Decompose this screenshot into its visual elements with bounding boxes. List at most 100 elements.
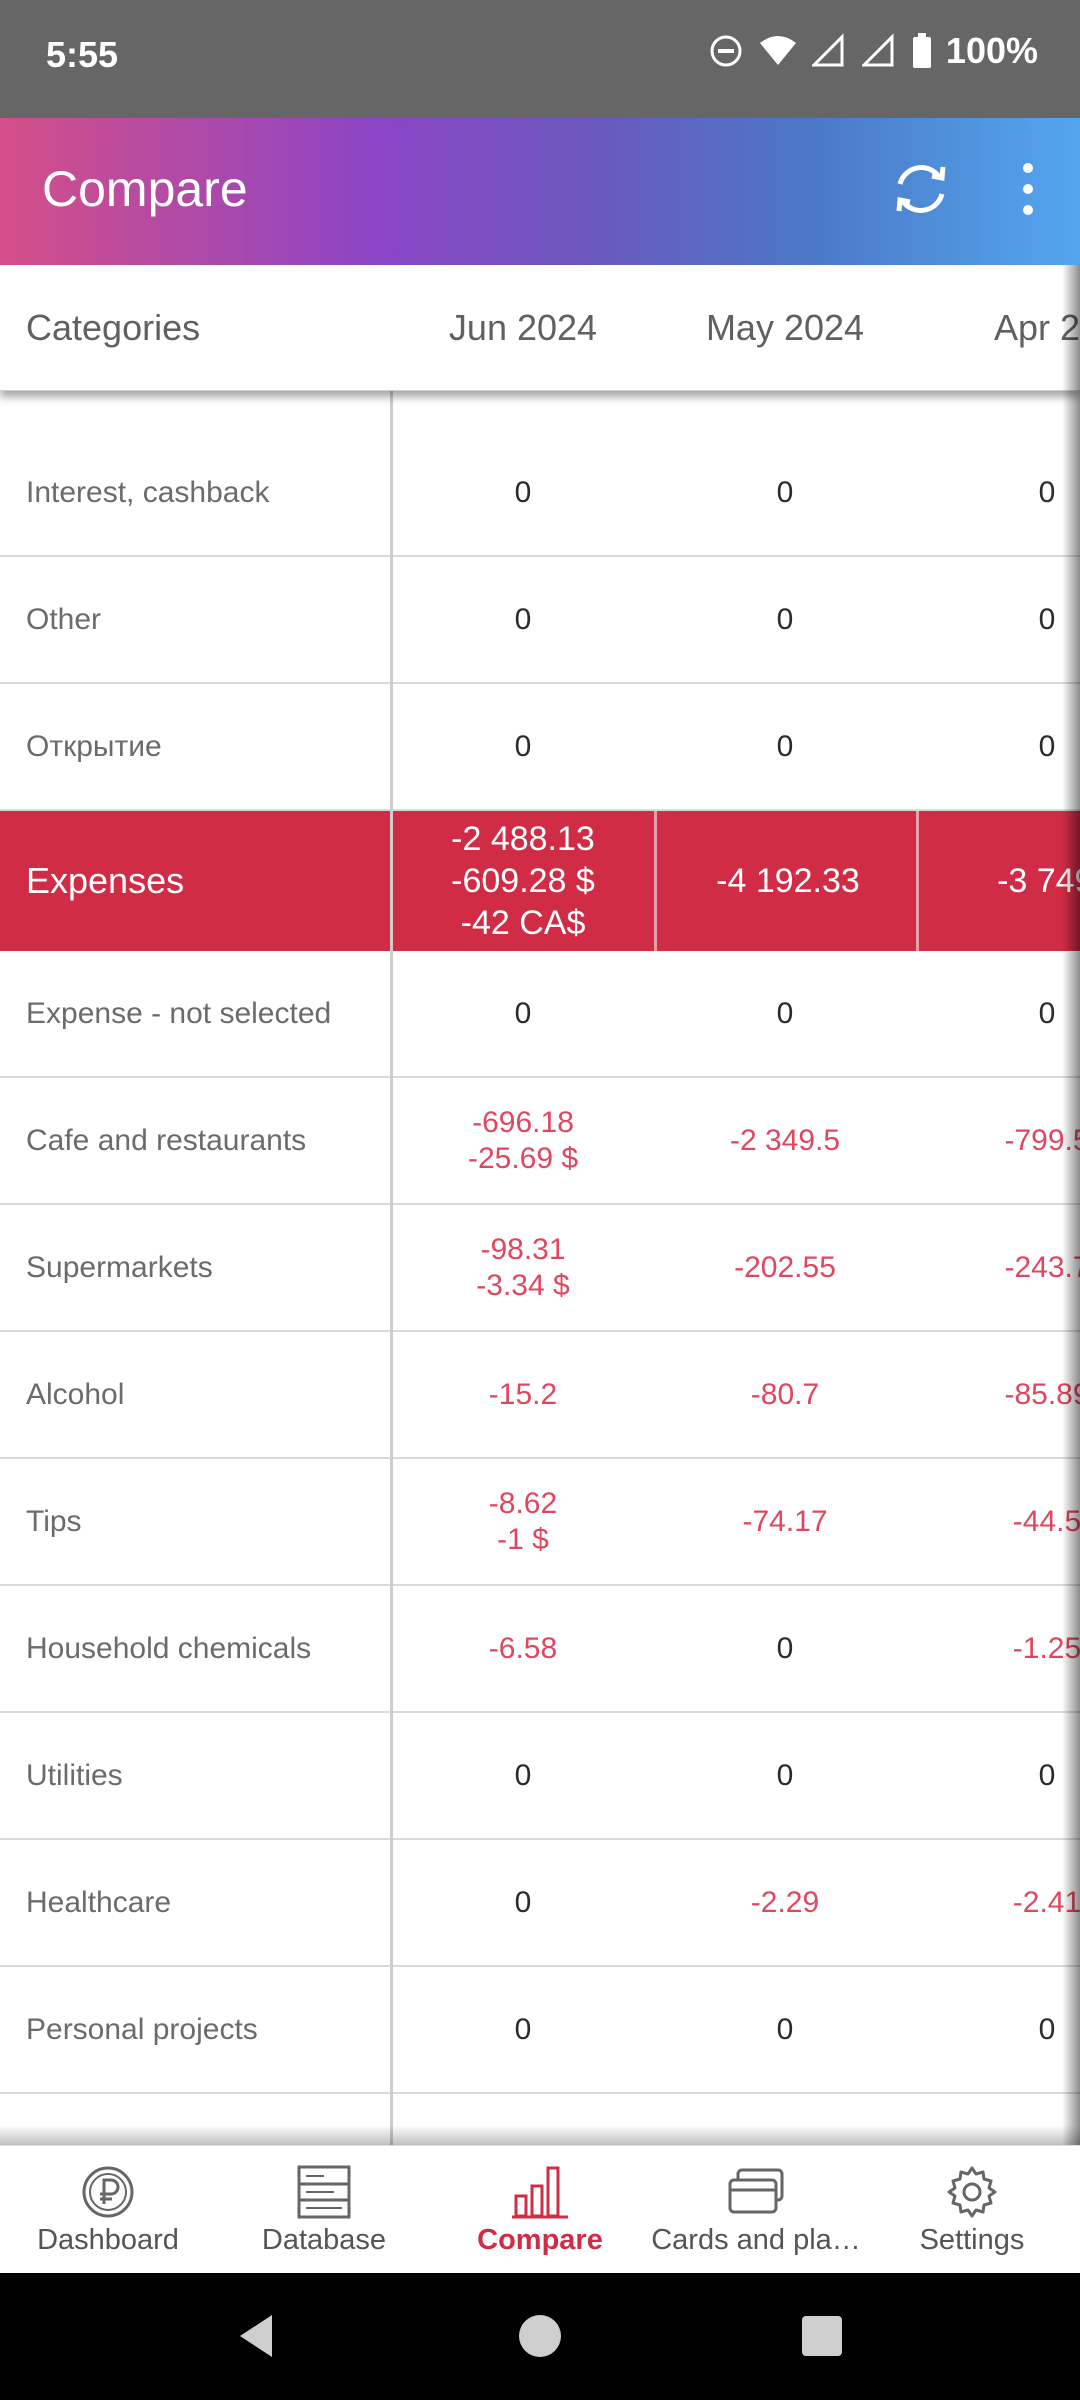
header-column[interactable]: May 2024 — [705, 307, 865, 348]
nav-label: Settings — [919, 2224, 1025, 2256]
home-icon[interactable] — [518, 2314, 562, 2358]
row-value: 0 — [514, 1885, 532, 1919]
table-body: Interest, cashback 0 0 0 Other 0 0 0 Отк… — [0, 430, 1080, 2145]
nav-database[interactable]: Database — [216, 2146, 432, 2274]
table-row[interactable]: Expense - not selected 0 0 0 — [0, 951, 1080, 1078]
row-value: 0 — [514, 1758, 532, 1792]
value-line: -3.34 $ — [476, 1268, 570, 1302]
row-value: -8.62 -1 $ — [392, 1459, 654, 1584]
compare-table[interactable]: Categories Jun 2024 May 2024 Apr 20 Inte… — [0, 265, 1080, 2145]
table-row[interactable]: Household chemicals -6.58 0 -1.25 — [0, 1586, 1080, 1713]
row-value: 0 — [776, 475, 794, 509]
nav-dashboard[interactable]: Dashboard — [0, 2146, 216, 2274]
nav-cards[interactable]: Cards and pla… — [648, 2146, 864, 2274]
expenses-total-row[interactable]: Expenses -2 488.13 -609.28 $ -42 CA$ -4 19… — [0, 811, 1080, 951]
row-value: 0 — [514, 729, 532, 763]
row-value: -15.2 — [488, 1377, 558, 1411]
row-category: Household chemicals — [26, 1632, 312, 1665]
nav-label: Dashboard — [37, 2224, 179, 2256]
do-not-disturb-icon — [710, 35, 742, 67]
row-category: Expenses — [26, 860, 185, 901]
table-row[interactable]: Supermarkets -98.31-3.34 $ -202.55 -243.… — [0, 1205, 1080, 1332]
row-value: 0 — [1038, 996, 1056, 1030]
row-value: 0 — [1038, 1758, 1056, 1792]
signal-roaming-icon — [861, 33, 894, 67]
value-line: -42 CA$ — [460, 904, 586, 942]
table-row[interactable]: Interest, cashback 0 0 0 — [0, 430, 1080, 557]
value-line: -609.28 $ — [451, 862, 595, 900]
row-value: 0 — [514, 475, 532, 509]
row-value: -74.17 — [742, 1504, 828, 1538]
row-value: 0 — [1038, 475, 1056, 509]
nav-label: Compare — [477, 2224, 603, 2256]
database-icon — [297, 2165, 351, 2219]
row-category: Utilities — [26, 1759, 123, 1792]
row-value: -2.41 — [1012, 1885, 1080, 1919]
nav-compare[interactable]: Compare — [432, 2146, 648, 2274]
row-category: Tips — [26, 1505, 82, 1538]
row-value: -85.89 — [1004, 1377, 1080, 1411]
gear-icon — [947, 2166, 997, 2218]
row-value: 0 — [514, 996, 532, 1030]
row-value: 0 — [1038, 2012, 1056, 2046]
header-categories: Categories — [26, 307, 201, 348]
table-row[interactable]: Healthcare 0 -2.29 -2.41 — [0, 1840, 1080, 1967]
table-row[interactable]: Other 0 0 0 — [0, 557, 1080, 684]
value-line: -25.69 $ — [467, 1141, 579, 1175]
row-category: Personal projects — [26, 2013, 258, 2046]
app-bar: Compare — [0, 118, 1080, 265]
recents-icon[interactable] — [802, 2316, 842, 2356]
table-row[interactable]: Beauty -120.70 -6 0 — [0, 2094, 1080, 2146]
page-title: Compare — [42, 161, 248, 217]
nav-label: Cards and pla… — [651, 2224, 861, 2256]
refresh-icon[interactable] — [888, 156, 954, 222]
row-value: -2 488.13 -609.28 $ -42 CA$ — [392, 811, 654, 951]
row-category: Открытие — [26, 730, 162, 763]
row-category: Supermarkets — [26, 1251, 213, 1284]
row-category: Cafe and restaurants — [26, 1124, 307, 1157]
table-row[interactable]: Personal projects 0 0 0 — [0, 1967, 1080, 2094]
row-value: 0 — [776, 1758, 794, 1792]
table-row[interactable]: Cafe and restaurants -696.18 -25.69 $ -2 … — [0, 1078, 1080, 1205]
row-value: 0 — [1038, 602, 1056, 636]
table-row[interactable]: Tips -8.62 -1 $ -74.17 -44.5 — [0, 1459, 1080, 1586]
bar-chart-icon — [512, 2166, 568, 2219]
row-value: 0 — [776, 996, 794, 1030]
back-icon[interactable] — [236, 2313, 276, 2359]
row-value: -2 349.5 — [729, 1123, 841, 1157]
table-row[interactable]: Alcohol -15.2 -80.7 -85.89 — [0, 1332, 1080, 1459]
row-category: Expense - not selected — [26, 997, 332, 1030]
value-line: -1 $ — [497, 1522, 549, 1556]
table-row[interactable]: Открытие 0 0 0 — [0, 684, 1080, 811]
row-value: -44.5 — [1012, 1504, 1080, 1538]
signal-icon — [811, 33, 844, 67]
row-value: -243.7 — [1004, 1250, 1080, 1284]
row-category: Interest, cashback — [26, 476, 270, 509]
row-value: -3 749. — [916, 811, 1080, 951]
battery-icon — [912, 33, 931, 68]
row-category: Beauty — [26, 2094, 119, 2145]
row-value: -4 192.33 — [654, 811, 919, 951]
value-line: -98.31 — [480, 1232, 566, 1266]
ruble-coin-icon — [82, 2166, 134, 2218]
status-icons: 100% — [708, 30, 1038, 72]
header-column[interactable]: Jun 2024 — [448, 307, 598, 348]
nav-label: Database — [261, 2224, 387, 2256]
table-header: Categories Jun 2024 May 2024 Apr 20 — [0, 265, 1080, 391]
row-value: -1.25 — [1012, 1631, 1080, 1665]
cards-icon — [728, 2168, 784, 2214]
row-value: 0 — [514, 2012, 532, 2046]
row-value: 0 — [916, 2094, 1080, 2146]
scroll-bottom-fade — [0, 2125, 1080, 2145]
nav-settings[interactable]: Settings — [864, 2146, 1080, 2274]
table-row[interactable]: Utilities 0 0 0 — [0, 1713, 1080, 1840]
row-value: 0 — [514, 602, 532, 636]
status-time: 5:55 — [46, 34, 119, 75]
row-value: -98.31 -3.34 $ — [392, 1205, 654, 1330]
more-options-icon[interactable] — [1010, 156, 1046, 222]
battery-percent: 100% — [945, 30, 1038, 71]
column-divider — [390, 265, 393, 2145]
header-column[interactable]: Apr 20 — [993, 307, 1080, 348]
row-value: 0 — [1038, 729, 1056, 763]
row-category: Alcohol — [26, 1378, 125, 1411]
